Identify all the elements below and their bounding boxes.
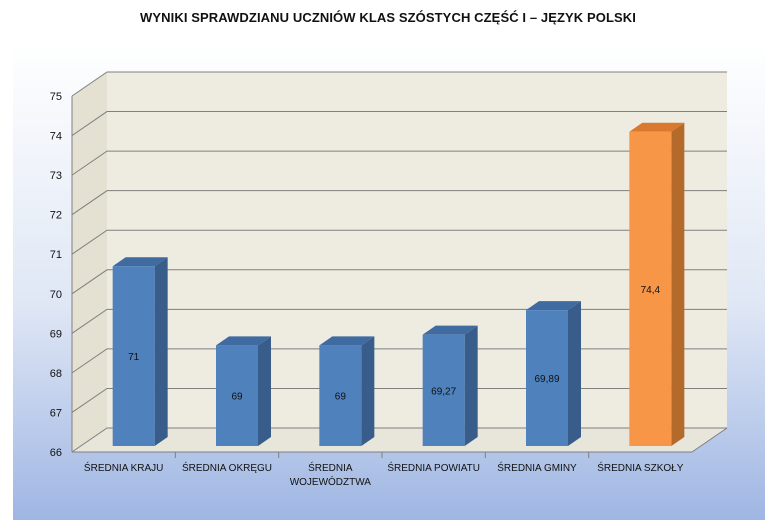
bar-side <box>258 336 271 446</box>
bar-top <box>526 301 581 311</box>
bar: 71 <box>112 257 168 446</box>
gridline <box>71 308 727 334</box>
y-tick-label: 72 <box>50 210 62 222</box>
gridline <box>71 269 727 295</box>
gridline <box>71 111 727 136</box>
bar-side <box>154 257 168 446</box>
chart-title: WYNIKI SPRAWDZIANU UCZNIÓW KLAS SZÓSTYCH… <box>140 10 636 25</box>
gridline <box>71 71 727 97</box>
gridline <box>71 229 727 255</box>
bar-front <box>422 334 465 446</box>
bar-side <box>568 301 581 446</box>
gridline <box>71 427 727 453</box>
x-tick-label: WOJEWÓDZTWA <box>290 475 372 488</box>
bar-top <box>629 122 685 132</box>
bar: 74,4 <box>629 122 685 446</box>
bar-front <box>319 345 362 446</box>
y-tick-label: 70 <box>50 289 62 301</box>
gridline <box>71 387 727 413</box>
bar-top <box>422 325 478 335</box>
bar: 69,27 <box>422 325 478 446</box>
x-tick-label: ŚREDNIA SZKOŁY <box>597 461 683 474</box>
y-tick-label: 66 <box>50 447 62 459</box>
y-tick-label: 73 <box>50 170 62 182</box>
data-label: 69,27 <box>431 386 456 397</box>
x-tick-label: ŚREDNIA KRAJU <box>84 461 163 474</box>
plot-side-wall <box>72 72 107 452</box>
bar-top <box>112 257 168 267</box>
x-tick-label: ŚREDNIA GMINY <box>497 461 577 474</box>
bar-front <box>629 131 672 446</box>
x-tick-label: ŚREDNIA OKRĘGU <box>182 461 272 474</box>
bar-side <box>671 122 685 446</box>
y-tick-label: 75 <box>50 91 62 103</box>
gridline <box>71 150 727 176</box>
bar-side <box>464 325 478 446</box>
floor-right-edge <box>691 427 728 453</box>
data-label: 69,89 <box>534 374 559 385</box>
y-tick-label: 67 <box>50 407 62 419</box>
bar-front <box>216 345 258 446</box>
bar: 69,89 <box>526 301 581 446</box>
data-label: 71 <box>128 352 140 363</box>
bar-front <box>526 310 568 446</box>
x-tick-label: ŚREDNIA <box>308 461 353 474</box>
data-label: 69 <box>335 392 347 403</box>
y-tick-label: 74 <box>50 131 62 143</box>
gridline <box>71 190 727 216</box>
y-tick-label: 71 <box>50 249 62 261</box>
gridline <box>71 348 727 374</box>
y-tick-label: 69 <box>50 328 62 340</box>
bar-front <box>112 266 155 446</box>
plot-floor <box>72 428 727 452</box>
data-label: 69 <box>231 392 243 403</box>
bar-top <box>319 336 375 346</box>
bar-side <box>361 336 375 446</box>
x-tick-label: ŚREDNIA POWIATU <box>387 461 480 474</box>
bar-top <box>216 336 271 346</box>
y-tick-label: 68 <box>50 368 62 380</box>
data-label: 74,4 <box>641 285 661 296</box>
bar: 69 <box>319 336 375 446</box>
bar: 69 <box>216 336 271 446</box>
